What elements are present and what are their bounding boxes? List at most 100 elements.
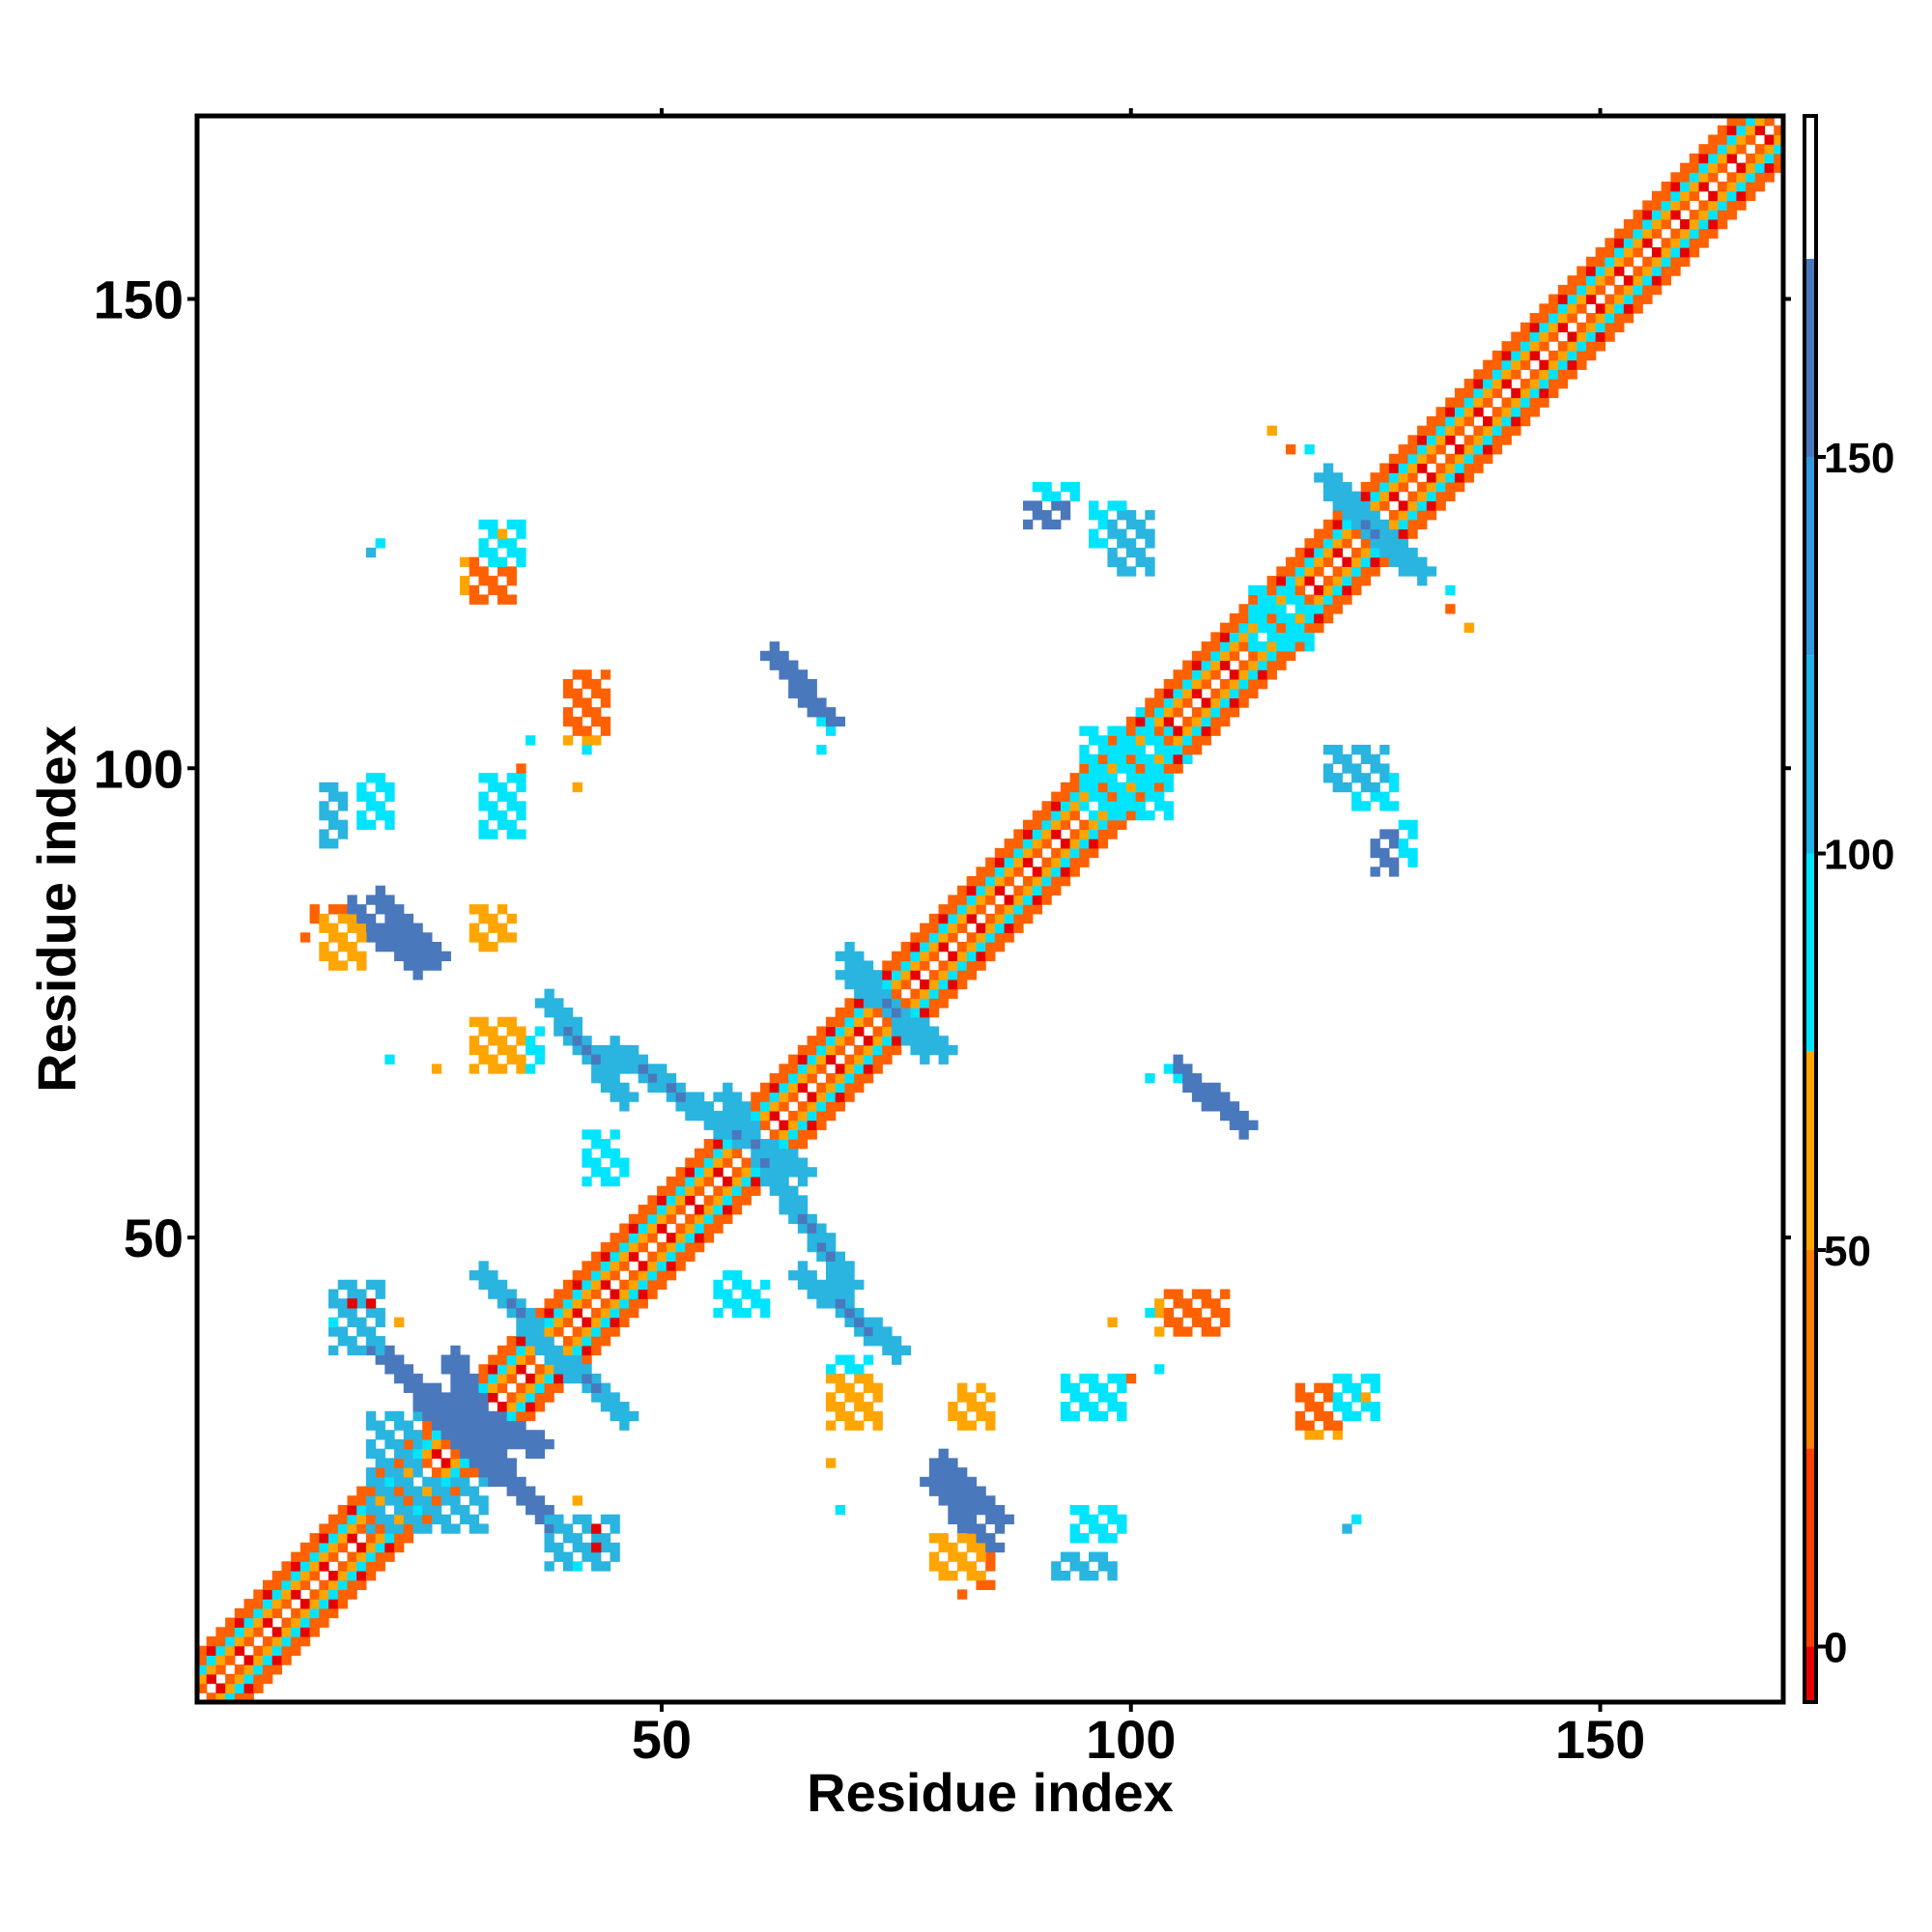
heatmap-cell <box>572 1561 582 1572</box>
heatmap-cell <box>526 1438 536 1450</box>
heatmap-cell <box>882 1054 893 1065</box>
heatmap-cell <box>920 951 930 962</box>
heatmap-cell <box>1154 1307 1165 1319</box>
heatmap-cell <box>253 1607 264 1619</box>
heatmap-cell <box>956 1561 968 1572</box>
heatmap-cell <box>900 1345 912 1356</box>
heatmap-cell <box>403 960 414 971</box>
heatmap-cell <box>657 1185 668 1196</box>
heatmap-cell <box>1473 387 1484 399</box>
heatmap-cell <box>685 1167 696 1178</box>
heatmap-cell <box>779 669 789 680</box>
heatmap-cell <box>215 1664 226 1675</box>
heatmap-cell <box>469 584 480 596</box>
heatmap-cell <box>1585 284 1597 296</box>
heatmap-cell <box>1417 510 1428 521</box>
heatmap-cell <box>1548 303 1559 314</box>
heatmap-cell <box>1220 650 1231 662</box>
heatmap-cell <box>825 1420 837 1431</box>
heatmap-cell <box>440 1476 451 1488</box>
heatmap-cell <box>985 923 996 933</box>
heatmap-cell <box>1511 407 1521 417</box>
heatmap-cell <box>1117 566 1127 577</box>
x-tick-label: 150 <box>1555 1709 1645 1770</box>
heatmap-cell <box>384 1523 395 1534</box>
heatmap-cell <box>938 942 949 952</box>
heatmap-cell <box>1407 491 1418 501</box>
heatmap-cell <box>384 923 395 933</box>
heatmap-cell <box>1407 847 1418 859</box>
heatmap-cell <box>1726 182 1738 192</box>
heatmap-cell <box>723 1092 733 1102</box>
heatmap-cell <box>938 1495 949 1506</box>
heatmap-cell <box>1651 256 1662 268</box>
heatmap-cell <box>1351 519 1362 530</box>
heatmap-cell <box>497 1438 508 1450</box>
heatmap-cell <box>1266 604 1277 614</box>
heatmap-cell <box>966 1495 978 1506</box>
heatmap-cell <box>1483 359 1493 370</box>
heatmap-cell <box>741 1176 752 1187</box>
heatmap-cell <box>1163 716 1175 727</box>
heatmap-cell <box>638 1279 648 1291</box>
heatmap-cell <box>572 1336 582 1347</box>
heatmap-cell <box>1220 641 1231 652</box>
heatmap-cell <box>291 1607 301 1619</box>
heatmap-cell <box>582 744 592 755</box>
heatmap-cell <box>1304 594 1315 605</box>
heatmap-cell <box>412 1402 423 1412</box>
heatmap-cell <box>956 1382 968 1393</box>
heatmap-cell <box>1670 200 1681 211</box>
heatmap-cell <box>1023 913 1034 924</box>
heatmap-cell <box>807 1044 817 1056</box>
heatmap-cell <box>1294 566 1306 577</box>
heatmap-cell <box>1069 1382 1080 1393</box>
heatmap-cell <box>478 1016 489 1028</box>
heatmap-cell <box>1642 210 1653 220</box>
heatmap-cell <box>375 1279 385 1291</box>
heatmap-cell <box>319 810 329 821</box>
heatmap-cell <box>356 1289 367 1299</box>
heatmap-cell <box>431 1504 442 1516</box>
heatmap-cell <box>1304 556 1315 567</box>
heatmap-cell <box>562 1008 574 1018</box>
heatmap-cell <box>1492 407 1503 417</box>
heatmap-cell <box>1661 200 1672 211</box>
heatmap-cell <box>544 1561 554 1572</box>
heatmap-cell <box>863 1073 874 1084</box>
heatmap-cell <box>403 1448 414 1459</box>
heatmap-cell <box>478 1044 489 1056</box>
heatmap-cell <box>299 1570 311 1581</box>
heatmap-cell <box>403 1364 414 1375</box>
heatmap-cell <box>1201 641 1211 652</box>
heatmap-cell <box>506 1420 517 1431</box>
heatmap-cell <box>619 1307 630 1319</box>
heatmap-cell <box>365 1533 377 1544</box>
heatmap-cell <box>562 1016 574 1028</box>
heatmap-cell <box>694 1092 705 1102</box>
heatmap-cell <box>384 1410 395 1422</box>
heatmap-cell <box>713 1157 724 1168</box>
heatmap-cell <box>835 1270 846 1281</box>
heatmap-cell <box>797 1270 809 1281</box>
heatmap-cell <box>1445 415 1456 427</box>
colorbar-bin <box>1804 853 1816 1052</box>
colorbar-bin <box>1804 457 1816 656</box>
heatmap-cell <box>1154 801 1165 811</box>
heatmap-cell <box>1417 491 1428 501</box>
heatmap-cell <box>628 1298 639 1309</box>
heatmap-cell <box>328 819 339 831</box>
heatmap-cell <box>422 932 433 943</box>
heatmap-cell <box>1633 218 1643 230</box>
heatmap-cell <box>1585 341 1597 352</box>
heatmap-cell <box>835 1298 846 1309</box>
heatmap-cell <box>337 1589 349 1600</box>
heatmap-cell <box>497 528 508 539</box>
heatmap-cell <box>751 1167 761 1178</box>
heatmap-cell <box>1463 453 1474 465</box>
heatmap-cell <box>488 528 498 539</box>
heatmap-cell <box>488 1364 498 1375</box>
heatmap-cell <box>994 847 1006 859</box>
heatmap-cell <box>600 1317 611 1327</box>
heatmap-cell <box>1529 387 1540 399</box>
